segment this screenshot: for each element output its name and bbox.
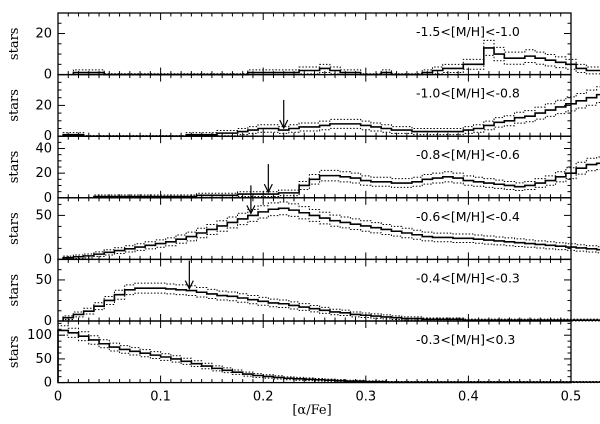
y-axis-title: stars (7, 28, 22, 61)
series-upper-bound (62, 201, 600, 260)
series-lower-bound (63, 101, 600, 137)
y-tick-label: 0 (44, 191, 52, 206)
y-axis-title: stars (7, 336, 22, 369)
series-lower-bound (57, 334, 600, 384)
arrow-marker (246, 185, 256, 215)
y-tick-label: 20 (35, 166, 52, 181)
panel-label: -0.6<[M/H]<-0.4 (416, 209, 520, 224)
panel-5: 0 50 stars -0.4<[M/H]<-0.3 (7, 258, 600, 329)
panel-2: 0 20 stars -1.0<[M/H]<-0.8 (7, 73, 600, 144)
panel-label: -0.4<[M/H]<-0.3 (416, 270, 520, 285)
series-lower-bound (62, 292, 600, 322)
x-tick-label: 0.1 (150, 390, 171, 405)
y-tick-label: 50 (35, 273, 52, 288)
x-axis: [α/Fe] 0 0.1 0.2 0.3 0.4 0.5 (54, 390, 581, 418)
y-tick-label: 0 (44, 252, 52, 267)
panel-label: -1.0<[M/H]<-0.8 (416, 86, 520, 101)
x-tick-label: 0 (54, 390, 62, 405)
y-tick-label: 20 (35, 27, 52, 42)
panel-frame (57, 135, 572, 199)
histogram-series (62, 287, 600, 321)
y-tick-label: 40 (35, 142, 52, 157)
x-tick-label: 0.5 (561, 390, 582, 405)
histogram-series (62, 207, 600, 260)
histogram-series (62, 93, 600, 137)
y-tick-label: 50 (35, 352, 52, 367)
arrow-marker (184, 260, 194, 290)
y-tick-label: 50 (35, 208, 52, 223)
y-axis-title: stars (7, 89, 22, 122)
y-tick-label: 0 (44, 376, 52, 391)
x-tick-label: 0.2 (253, 390, 274, 405)
y-axis-title: stars (7, 212, 22, 245)
histogram-series (57, 329, 600, 383)
x-tick-label: 0.4 (458, 390, 479, 405)
series-lower-bound (62, 214, 600, 260)
histogram-series (72, 47, 600, 76)
y-tick-label: 0 (44, 314, 52, 329)
y-axis-title: stars (7, 151, 22, 184)
series-upper-bound (62, 86, 600, 137)
histogram-series (93, 162, 600, 198)
y-tick-label: 0 (44, 129, 52, 144)
panel-label: -1.5<[M/H]<-1.0 (416, 24, 520, 39)
arrow-marker (279, 100, 289, 130)
panel-3: 0 20 40 stars -0.8<[M/H]<-0.6 (7, 135, 600, 206)
panel-label: -0.8<[M/H]<-0.6 (416, 147, 520, 162)
panels: 0 20 stars -1.5<[M/H]<-1.0 0 20 stars -1.0<[M/H… (7, 12, 600, 391)
y-axis-title: stars (7, 274, 22, 307)
y-tick-label: 20 (35, 98, 52, 113)
arrow-marker (263, 164, 273, 194)
y-tick-label: 0 (44, 68, 52, 83)
series-upper-bound (57, 325, 600, 383)
panel-frame (57, 320, 572, 384)
series-lower-bound (93, 169, 600, 199)
panel-frame (57, 197, 572, 261)
panel-1: 0 20 stars -1.5<[M/H]<-1.0 (7, 12, 600, 83)
panel-label: -0.3<[M/H]<0.3 (416, 332, 515, 347)
x-tick-label: 0.3 (355, 390, 376, 405)
y-tick-label: 100 (27, 328, 52, 343)
x-axis-title: [α/Fe] (292, 403, 331, 418)
series-upper-bound (72, 39, 600, 75)
panel-4: 0 50 stars -0.6<[M/H]<-0.4 (7, 185, 600, 267)
panel-6: 0 50 100 stars -0.3<[M/H]<0.3 (7, 320, 600, 391)
